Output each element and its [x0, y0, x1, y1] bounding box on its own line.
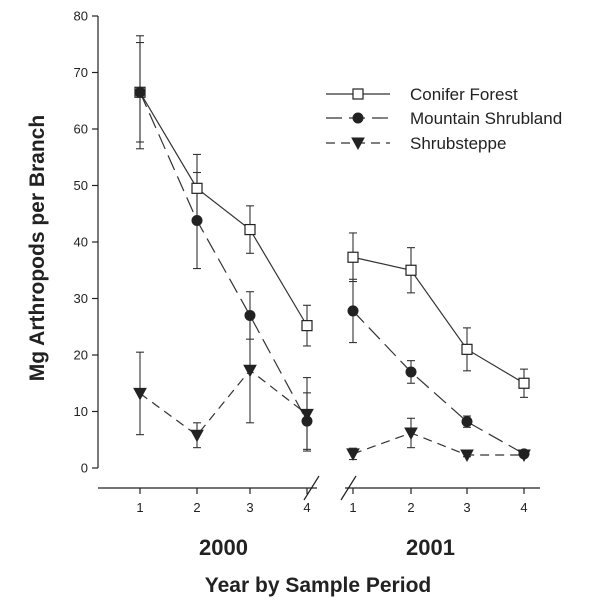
data-point-shrubsteppe [517, 449, 531, 463]
data-point-shrubsteppe [300, 408, 314, 422]
x-tick-label: 4 [520, 500, 527, 515]
x-tick-label: 1 [136, 500, 143, 515]
data-point-conifer-forest [244, 223, 256, 236]
series-line-mountain-shrubland [139, 92, 308, 422]
y-tick-label: 20 [74, 348, 88, 363]
legend-label-conifer-forest: Conifer Forest [410, 85, 518, 104]
data-point-shrubsteppe [404, 427, 418, 441]
y-tick-label: 10 [74, 404, 88, 419]
data-point-shrubsteppe [346, 448, 360, 461]
y-tick-label: 0 [81, 461, 88, 476]
legend-marker-conifer-forest [352, 88, 364, 100]
y-tick-label: 70 [74, 65, 88, 80]
data-point-mountain-shrubland [244, 309, 256, 321]
series-line-shrubsteppe [352, 432, 524, 456]
series-line-mountain-shrubland [352, 310, 525, 455]
data-point-mountain-shrubland [347, 305, 359, 317]
data-point-shrubsteppe [133, 387, 147, 401]
x-tick-label: 3 [463, 500, 470, 515]
series-line-conifer-forest [352, 256, 525, 384]
legend-marker-mountain-shrubland [352, 112, 364, 124]
axes: 0 10 20 30 40 50 60 70 80 1 2 3 4 2000 1 2 3 4 2001 [74, 9, 540, 560]
data-point-conifer-forest [191, 182, 203, 194]
data-point-conifer-forest [518, 377, 530, 389]
legend-marker-shrubsteppe [351, 137, 365, 151]
data-point-conifer-forest [461, 343, 473, 355]
legend-label-shrubsteppe: Shrubsteppe [410, 134, 506, 153]
series-line-conifer-forest [139, 91, 308, 326]
data-point-shrubsteppe [190, 429, 204, 443]
year-label: 2001 [406, 535, 455, 560]
data-point-shrubsteppe [460, 449, 474, 463]
data-point-mountain-shrubland [461, 416, 473, 428]
x-tick-label: 1 [349, 500, 356, 515]
data-point-mountain-shrubland [191, 215, 203, 227]
data-point-conifer-forest [405, 264, 417, 276]
plot-area [133, 35, 531, 463]
x-axis-title: Year by Sample Period [205, 574, 431, 597]
y-tick-label: 80 [74, 9, 88, 24]
y-axis-title: Mg Arthropods per Branch [26, 115, 49, 381]
x-tick-label: 2 [193, 500, 200, 515]
axis-break-mark [340, 475, 357, 501]
data-point-mountain-shrubland [405, 366, 417, 378]
year-label: 2000 [199, 535, 248, 560]
legend: Conifer Forest Mountain Shrubland Shrubste… [326, 85, 562, 153]
y-tick-label: 40 [74, 235, 88, 250]
x-tick-label: 3 [246, 500, 253, 515]
y-tick-label: 50 [74, 178, 88, 193]
axis-break-mark [303, 475, 320, 501]
x-tick-label: 2 [407, 500, 414, 515]
y-tick-label: 60 [74, 122, 88, 137]
x-tick-label: 4 [303, 500, 310, 515]
data-point-conifer-forest [301, 320, 313, 332]
data-point-conifer-forest [347, 251, 359, 263]
data-point-mountain-shrubland [134, 86, 146, 98]
series-line-shrubsteppe [139, 369, 308, 437]
y-tick-label: 30 [74, 291, 88, 306]
legend-label-mountain-shrubland: Mountain Shrubland [410, 109, 562, 128]
data-point-shrubsteppe [243, 364, 257, 378]
